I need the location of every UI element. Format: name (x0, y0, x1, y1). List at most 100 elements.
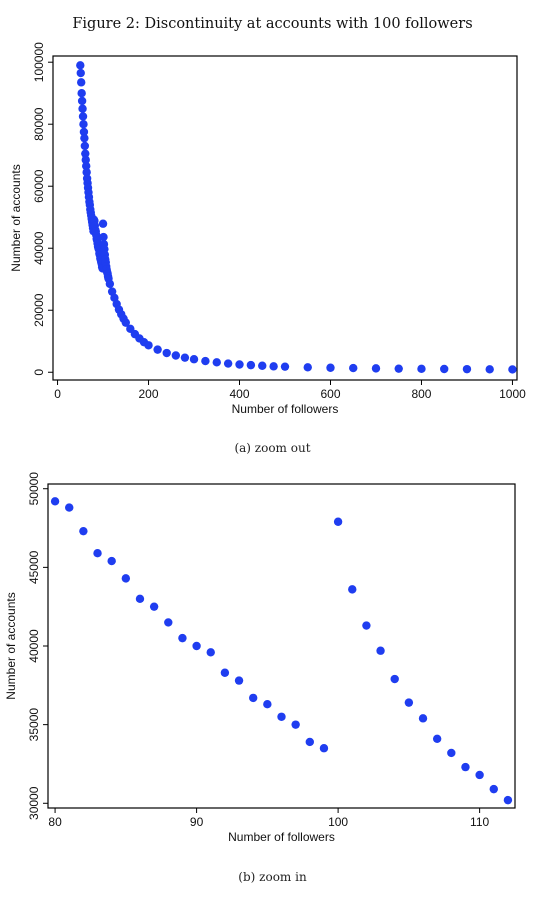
zoom-in-y-tick-label: 50000 (27, 472, 41, 506)
zoom-out-data-point (201, 356, 210, 366)
zoom-in-data-point (277, 712, 286, 721)
zoom-out-y-tick-label: 100000 (32, 42, 46, 82)
zoom-out-data-point (77, 78, 86, 87)
zoom-out-data-point (280, 362, 290, 371)
zoom-out-y-tick-label: 80000 (32, 107, 46, 141)
zoom-out-data-point (76, 68, 85, 78)
zoom-out-data-point (79, 120, 88, 129)
zoom-in-data-point (319, 744, 329, 753)
zoom-in-x-tick-label: 80 (48, 815, 62, 829)
zoom-in-data-point (50, 497, 60, 506)
zoom-out-data-point (81, 149, 90, 158)
zoom-in-data-point (376, 646, 385, 655)
zoom-in-data-point (475, 770, 484, 780)
zoom-in-data-point (390, 674, 399, 684)
zoom-in-data-point (121, 574, 131, 583)
zoom-out-y-tick-label: 0 (32, 369, 46, 376)
zoom-in-data-point (65, 503, 74, 512)
zoom-out-data-point (80, 141, 90, 151)
zoom-in-data-point (418, 714, 428, 723)
zoom-out-data-point (269, 362, 278, 371)
zoom-in-data-point (263, 699, 272, 709)
zoom-out-data-point (81, 155, 90, 165)
zoom-out-x-axis-label: Number of followers (232, 402, 339, 416)
zoom-out-data-point (153, 345, 162, 354)
zoom-out-data-point (246, 360, 256, 370)
zoom-in-data-point (503, 795, 513, 805)
zoom-out-data-point (77, 96, 87, 106)
zoom-out-data-point (121, 318, 130, 327)
zoom-out-data-point (462, 364, 472, 374)
zoom-out-data-point (349, 363, 358, 373)
zoom-out-data-point (82, 168, 91, 177)
zoom-in-data-point (135, 594, 145, 604)
zoom-in-x-axis-label: Number of followers (228, 830, 335, 844)
zoom-out-y-tick-label: 40000 (32, 231, 46, 265)
zoom-out-data-point (508, 365, 517, 374)
zoom-out-plot-frame (52, 55, 518, 381)
zoom-in-data-point (234, 676, 244, 685)
zoom-out-data-point (212, 358, 221, 367)
zoom-out-data-point (80, 133, 89, 143)
zoom-out-data-point (303, 363, 312, 372)
zoom-out-data-point (105, 279, 115, 289)
zoom-in-data-point (362, 621, 371, 630)
figure-title: Figure 2: Discontinuity at accounts with… (72, 16, 473, 32)
zoom-out-data-point (78, 104, 87, 113)
zoom-out-data-point (162, 348, 171, 358)
zoom-out-x-tick-label: 1000 (499, 387, 526, 401)
caption-zoom-in: (b) zoom in (238, 870, 307, 884)
zoom-out-data-point (189, 355, 199, 364)
zoom-out-x-tick-label: 0 (54, 387, 61, 401)
zoom-in-data-point (404, 698, 414, 707)
zoom-in-data-point (333, 517, 343, 526)
zoom-out-data-point (99, 232, 108, 242)
zoom-in-x-tick-label: 110 (470, 815, 489, 829)
zoom-out-data-point (144, 341, 153, 350)
zoom-in-data-point (178, 633, 187, 643)
zoom-out-data-point (79, 127, 89, 137)
zoom-out-data-point (98, 219, 108, 228)
zoom-in-data-point (220, 668, 230, 677)
zoom-out-data-point (394, 364, 403, 373)
zoom-in-data-point (149, 602, 159, 611)
zoom-out-data-point (235, 360, 244, 369)
zoom-out-data-point (223, 359, 233, 368)
zoom-in-data-point (206, 648, 215, 657)
chart-zoom-in: 80 90 100 110 30000 35000 40000 45000 50000 Numbe… (4, 472, 516, 844)
zoom-out-data-point (417, 364, 426, 374)
chart-zoom-out: 0 200 400 600 800 1000 0 20000 40000 60000 80000 10… (9, 42, 526, 416)
zoom-out-data-point (78, 112, 88, 121)
zoom-in-data-point (192, 641, 201, 651)
zoom-out-data-point (485, 365, 494, 374)
zoom-in-data-point (305, 737, 315, 747)
zoom-in-data-point (461, 762, 470, 772)
zoom-out-data-point (440, 364, 449, 374)
zoom-out-x-tick-label: 400 (229, 387, 249, 401)
zoom-out-x-tick-label: 200 (139, 387, 159, 401)
zoom-in-data-point (93, 549, 102, 558)
zoom-out-y-axis-label: Number of accounts (9, 164, 23, 271)
zoom-out-data-point (76, 61, 85, 70)
zoom-out-data-point (171, 351, 181, 360)
zoom-in-data-point (432, 734, 442, 743)
zoom-in-data-point (348, 585, 357, 594)
zoom-in-x-tick-label: 100 (328, 815, 348, 829)
zoom-in-plot-frame (47, 483, 516, 809)
zoom-out-data-point (371, 364, 381, 373)
zoom-in-y-axis-label: Number of accounts (4, 592, 18, 699)
zoom-out-data-point (77, 89, 86, 98)
zoom-in-y-tick-label: 45000 (27, 550, 41, 584)
zoom-in-y-tick-label: 35000 (27, 708, 41, 742)
zoom-in-y-tick-label: 40000 (27, 629, 41, 663)
zoom-in-data-point (107, 556, 116, 566)
zoom-out-data-point (180, 353, 190, 362)
zoom-out-y-tick-label: 60000 (32, 169, 46, 203)
zoom-out-x-tick-label: 600 (320, 387, 340, 401)
zoom-out-x-tick-label: 800 (411, 387, 431, 401)
zoom-in-data-point (291, 720, 300, 729)
zoom-in-data-point (164, 618, 173, 627)
zoom-in-data-point (248, 693, 258, 703)
zoom-in-data-point (489, 784, 498, 794)
